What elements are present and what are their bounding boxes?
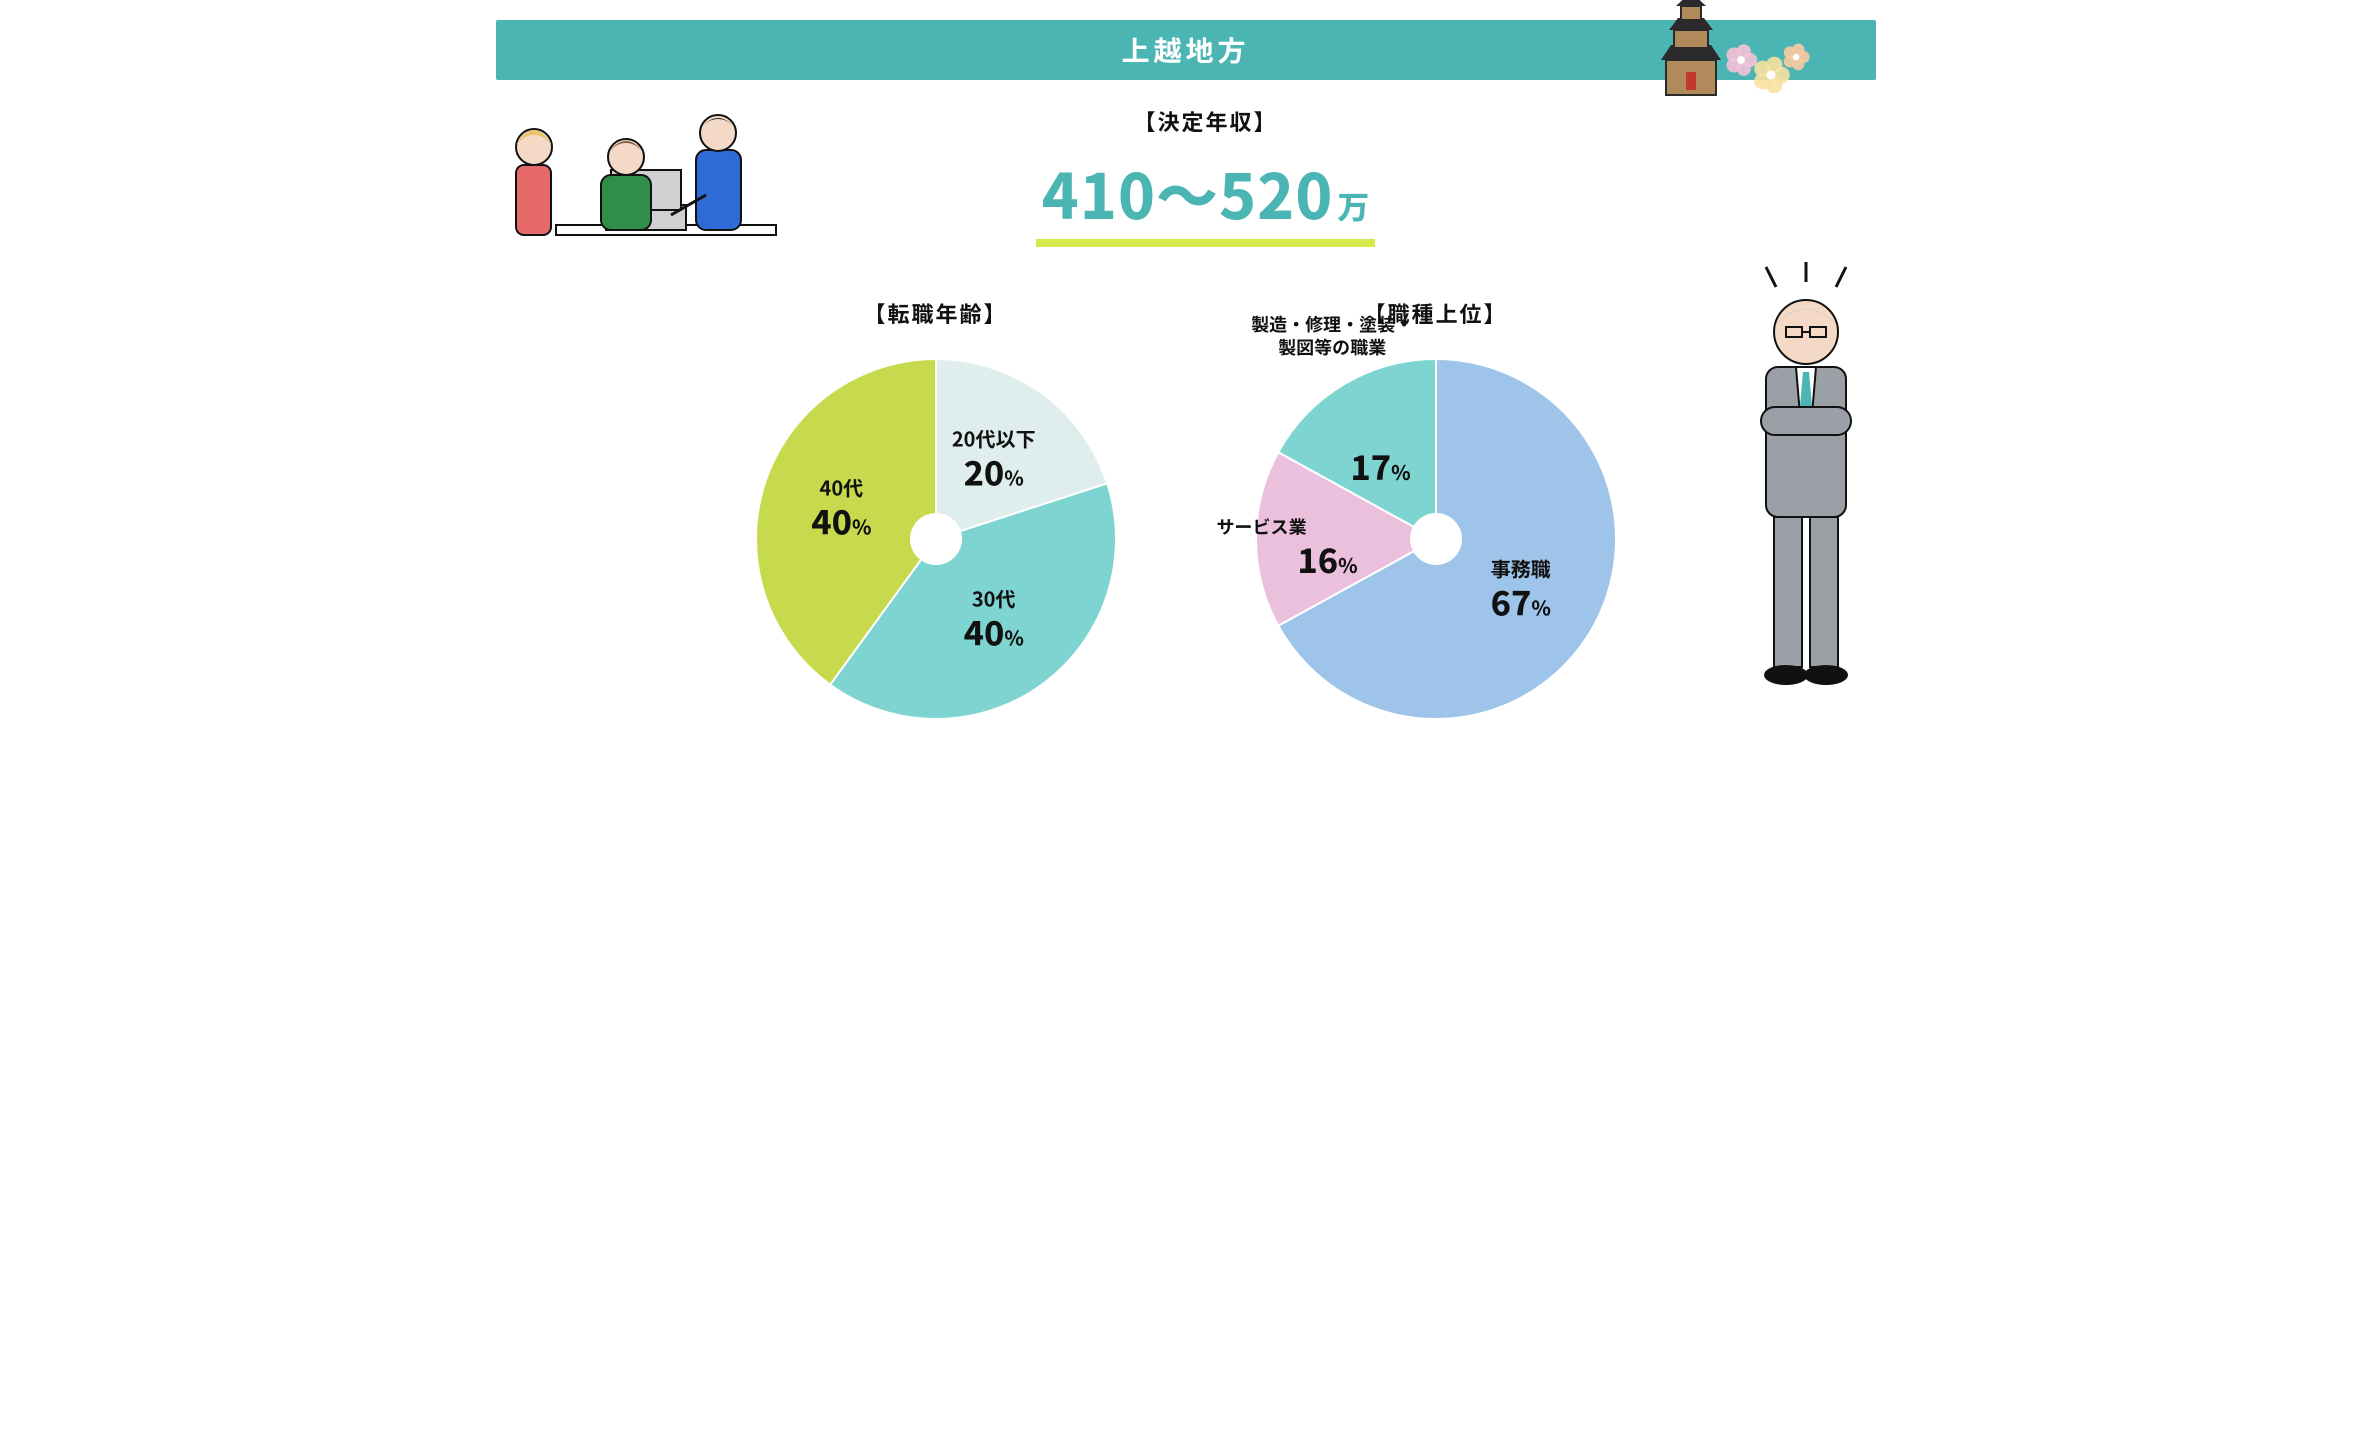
job-chart-heading: 【職種上位】 [1246,297,1626,329]
salary-unit: 万 [1337,183,1369,229]
region-title-text: 上越地方 [1121,30,1249,70]
charts-row: 【転職年齢】 20代以下20%30代40%40代40% 【職種上位】 事務職67… [436,297,1936,729]
top-row: 【決定年収】 410～520万 [436,105,1936,247]
infographic-page: 上越地方 【決定年収】 410～520万 【転職年齢】 20代以下20%30代4… [436,0,1936,769]
salary-heading: 【決定年収】 [1036,105,1376,137]
salary-block: 【決定年収】 410～520万 [1036,105,1376,247]
salary-value: 410～520 [1042,147,1334,237]
pie-center-hole [910,513,962,565]
job-pie: 事務職67%16%サービス業17%製造・修理・塗装・製図等の職業 [1246,349,1626,729]
pie-center-hole [1410,513,1462,565]
age-chart-col: 【転職年齢】 20代以下20%30代40%40代40% [746,297,1126,729]
salary-value-wrap: 410～520万 [1036,147,1376,247]
age-pie: 20代以下20%30代40%40代40% [746,349,1126,729]
flowers-icon [1716,35,1816,105]
businessman-illustration [1716,257,1896,697]
job-chart-col: 【職種上位】 事務職67%16%サービス業17%製造・修理・塗装・製図等の職業 [1246,297,1626,729]
people-illustration [496,95,816,275]
age-chart-heading: 【転職年齢】 [746,297,1126,329]
region-title-bar: 上越地方 [496,20,1876,80]
